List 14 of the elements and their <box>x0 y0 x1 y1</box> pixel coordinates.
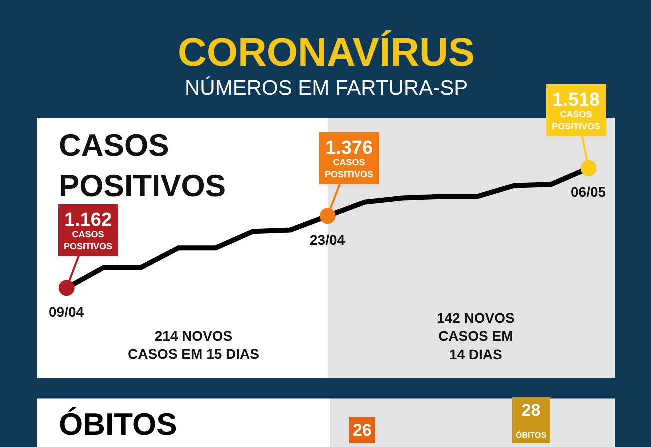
data-label: 1.518 CASOS POSITIVOS <box>552 90 601 132</box>
text: 28 ÓBITOS <box>516 401 548 440</box>
x-tick-label: 06/05 <box>571 184 606 200</box>
chart-title: CORONAVÍRUS <box>178 30 476 75</box>
text: 214 NOVOS CASOS EM 15 DIAS <box>128 328 260 362</box>
text: ÓBITOS <box>59 407 178 442</box>
x-tick-label: 23/04 <box>310 232 346 248</box>
annotation: CASOS POSITIVOS <box>59 128 226 204</box>
text: 142 NOVOS CASOS EM 14 DIAS <box>437 310 515 362</box>
chart-subtitle: NÚMEROS EM FARTURA-SP <box>185 76 468 100</box>
data-label: 1.376 CASOS POSITIVOS <box>325 138 374 180</box>
text: 26 <box>353 421 372 440</box>
x-tick-label: 09/04 <box>49 304 84 320</box>
data-label: 1.162 CASOS POSITIVOS <box>64 210 113 252</box>
